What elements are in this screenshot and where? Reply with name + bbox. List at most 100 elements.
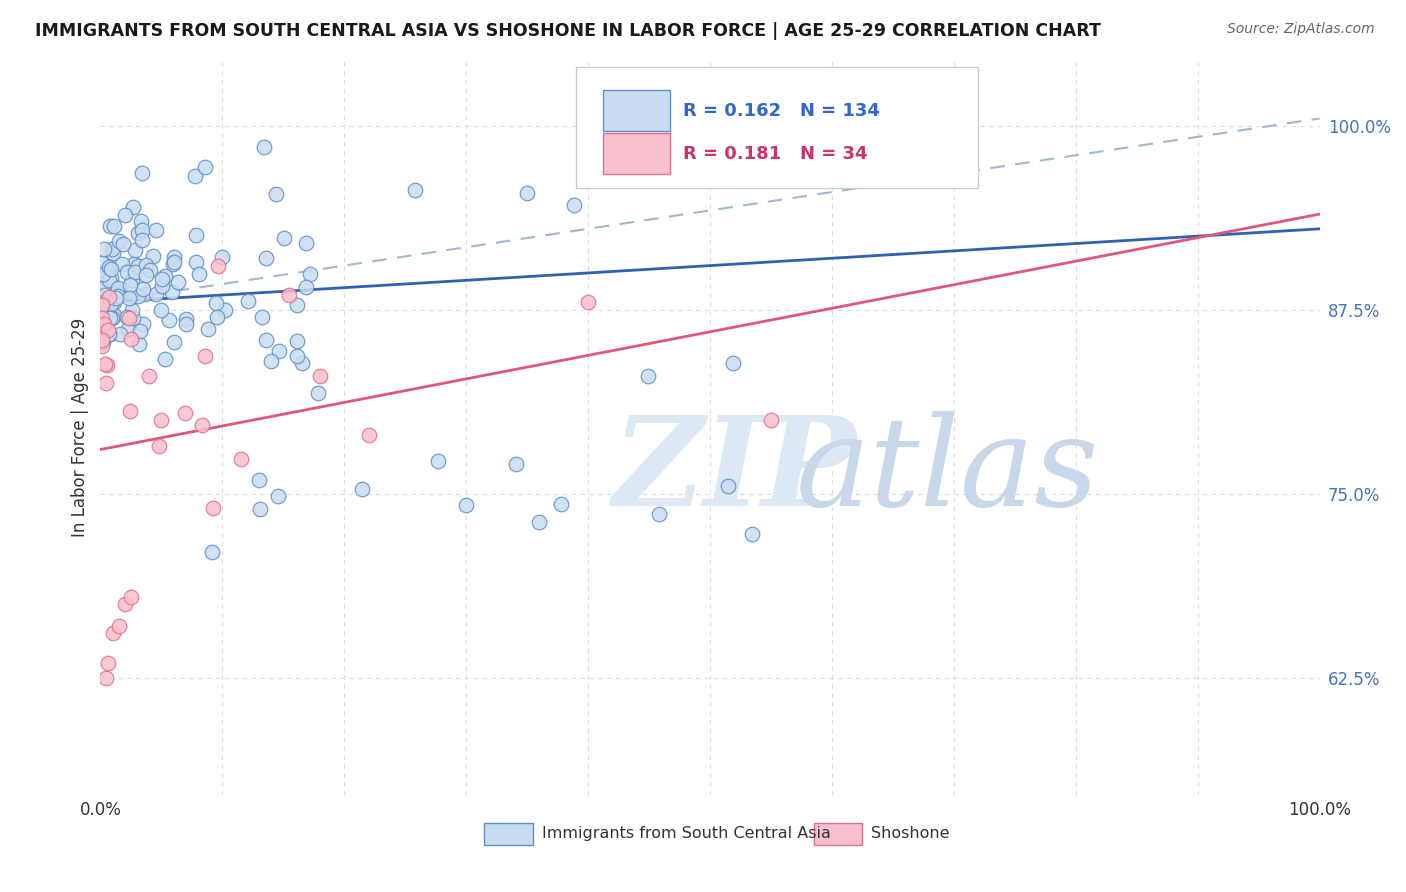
Text: IMMIGRANTS FROM SOUTH CENTRAL ASIA VS SHOSHONE IN LABOR FORCE | AGE 25-29 CORREL: IMMIGRANTS FROM SOUTH CENTRAL ASIA VS SH… [35, 22, 1101, 40]
Point [101, 277, 124, 291]
Point [150, 279, 173, 293]
Point [150, 413, 173, 427]
Point [127, 259, 149, 273]
Point [576, 295, 599, 310]
Point [174, 317, 197, 331]
FancyBboxPatch shape [603, 133, 669, 174]
Point [90, 311, 112, 326]
Point [295, 280, 318, 294]
Point [107, 288, 129, 302]
Point [162, 256, 184, 270]
Point [108, 326, 131, 341]
Point [128, 336, 150, 351]
Point [352, 482, 374, 496]
Point [254, 333, 277, 347]
Point [115, 310, 138, 324]
Point [117, 322, 139, 336]
Point [90, 295, 112, 310]
Point [135, 258, 157, 272]
Point [252, 140, 274, 154]
Point [103, 308, 125, 322]
Point [285, 334, 308, 348]
Point [285, 297, 308, 311]
FancyBboxPatch shape [603, 90, 669, 131]
Point [163, 255, 186, 269]
Point [285, 349, 308, 363]
Point [101, 246, 124, 260]
Text: ZIP: ZIP [613, 411, 856, 533]
Point [131, 233, 153, 247]
Point [100, 297, 122, 311]
Point [124, 265, 146, 279]
Point [134, 287, 156, 301]
Point [105, 292, 128, 306]
Point [100, 270, 122, 285]
Point [173, 406, 195, 420]
Point [97, 260, 120, 275]
Point [637, 368, 659, 383]
Point [135, 268, 157, 282]
Point [153, 351, 176, 366]
Point [454, 498, 477, 512]
Point [96, 358, 118, 372]
Point [184, 228, 207, 243]
Point [273, 231, 295, 245]
Point [111, 257, 134, 271]
Point [148, 439, 170, 453]
Point [205, 310, 228, 325]
Point [117, 291, 139, 305]
Point [214, 303, 236, 318]
Point [163, 334, 186, 349]
Point [122, 200, 145, 214]
Point [108, 234, 131, 248]
Point [98, 219, 121, 234]
Point [229, 452, 252, 467]
Point [505, 457, 527, 471]
Point [184, 255, 207, 269]
Point [129, 324, 152, 338]
Point [160, 285, 183, 299]
FancyBboxPatch shape [576, 67, 979, 188]
Point [308, 368, 330, 383]
Point [124, 243, 146, 257]
Point [97, 656, 120, 670]
Point [267, 489, 290, 503]
Point [516, 186, 538, 201]
Point [97, 290, 120, 304]
Point [94, 376, 117, 391]
Point [155, 268, 177, 283]
Point [120, 590, 142, 604]
Point [157, 313, 180, 327]
Point [162, 250, 184, 264]
Point [150, 302, 173, 317]
Point [107, 619, 129, 633]
Point [90, 334, 112, 349]
Text: R = 0.162   N = 134: R = 0.162 N = 134 [683, 102, 880, 120]
Point [91, 281, 114, 295]
Point [291, 356, 314, 370]
Point [91, 267, 114, 281]
Point [98, 293, 121, 307]
Point [101, 310, 124, 324]
Text: Source: ZipAtlas.com: Source: ZipAtlas.com [1227, 22, 1375, 37]
Point [202, 500, 225, 515]
Point [97, 298, 120, 312]
Point [107, 281, 129, 295]
Point [101, 310, 124, 325]
Point [131, 223, 153, 237]
Point [96, 671, 118, 685]
Point [110, 285, 132, 300]
Point [101, 243, 124, 257]
Point [98, 272, 121, 286]
Point [562, 198, 585, 212]
Point [121, 273, 143, 287]
FancyBboxPatch shape [485, 822, 533, 845]
Point [174, 312, 197, 326]
Point [103, 219, 125, 234]
Point [94, 287, 117, 301]
Point [427, 454, 450, 468]
Point [129, 214, 152, 228]
Point [122, 310, 145, 325]
Point [167, 275, 190, 289]
Y-axis label: In Labor Force | Age 25-29: In Labor Force | Age 25-29 [72, 318, 89, 537]
